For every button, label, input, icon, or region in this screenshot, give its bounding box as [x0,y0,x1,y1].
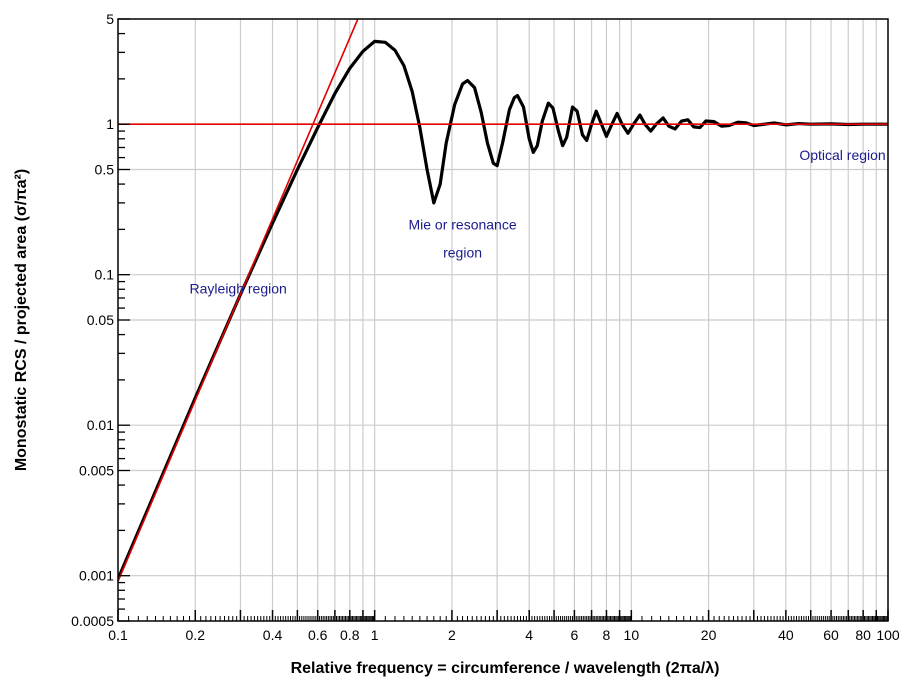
y-tick-label: 0.01 [87,417,114,433]
x-axis-title: Relative frequency = circumference / wav… [291,660,720,677]
x-tick-label: 10 [624,627,640,643]
x-tick-label: 8 [603,627,611,643]
x-tick-label: 20 [701,627,717,643]
y-tick-label: 0.0005 [71,613,114,629]
y-tick-label: 0.005 [79,463,114,479]
y-tick-label: 0.001 [79,568,114,584]
y-axis-title: Monostatic RCS / projected area (σ/πa²) [13,169,30,471]
annotations: Rayleigh region Mie or resonance region Opt… [190,147,886,297]
y-tick-label: 0.5 [95,162,115,178]
x-tick-label: 0.1 [108,627,128,643]
y-tick-label: 0.05 [87,312,114,328]
axis-ticks [117,18,889,622]
region-annotation: Mie or resonance [408,216,516,232]
x-tick-label: 0.2 [186,627,206,643]
x-tick-label: 2 [448,627,456,643]
region-annotation: Rayleigh region [190,280,287,296]
x-tick-label: 80 [855,627,871,643]
grid [118,19,888,621]
x-tick-label: 6 [570,627,578,643]
x-tick-label: 60 [823,627,839,643]
tick-labels: 0.1 0.2 0.4 0.6 0.8 1 2 4 6 8 10 20 40 60 80 1000.00050… [71,11,900,643]
x-tick-label: 0.6 [308,627,328,643]
region-annotation: region [443,245,482,261]
x-tick-label: 100 [876,627,900,643]
x-tick-label: 1 [371,627,379,643]
asymptote-line [118,19,359,582]
series-group [118,19,888,582]
y-tick-label: 1 [106,116,114,132]
region-annotation: Optical region [799,147,885,163]
x-tick-label: 0.8 [340,627,360,643]
x-tick-label: 0.4 [263,627,283,643]
x-tick-label: 40 [778,627,794,643]
x-tick-label: 4 [525,627,533,643]
y-tick-label: 5 [106,11,114,27]
y-tick-label: 0.1 [95,267,115,283]
